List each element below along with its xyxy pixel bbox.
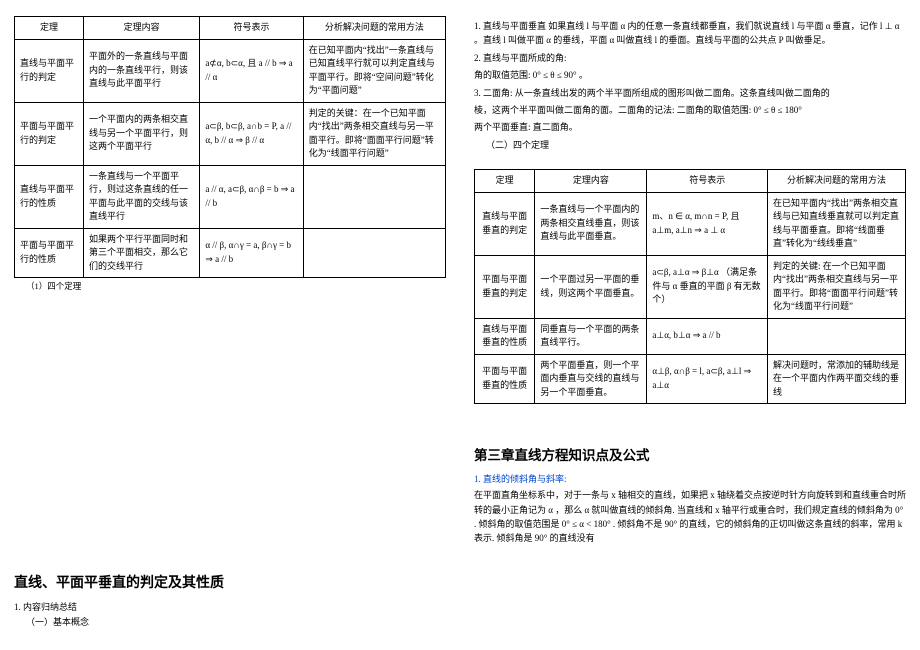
cell [303,228,445,278]
para: （二）四个定理 [474,138,906,152]
th-content: 定理内容 [83,17,199,40]
th-content: 定理内容 [535,170,647,193]
table-parallel-theorems: 定理 定理内容 符号表示 分析解决问题的常用方法 直线与平面平行的判定 平面外的… [14,16,446,278]
spacer [474,155,906,169]
vertical-spacer [14,292,446,552]
para: 2. 直线与平面所成的角: [474,51,906,65]
th-symbol: 符号表示 [200,17,303,40]
vertical-spacer [474,404,906,444]
th-theorem: 定理 [475,170,535,193]
table-row: 平面与平面垂直的判定 一个平面过另一平面的垂线，则这两个平面垂直。 a⊂β, a… [475,255,906,318]
cell: 一条直线与一个平面内的两条相交直线垂直，则该直线与此平面垂直。 [535,192,647,255]
cell: 平面与平面平行的判定 [15,102,84,165]
cell: a⊥α, b⊥α ⇒ a // b [647,318,768,354]
cell: 直线与平面平行的判定 [15,39,84,102]
th-method: 分析解决问题的常用方法 [303,17,445,40]
cell: 在已知平面内“找出”两条相交直线与已知直线垂直就可以判定直线与平面垂直。即将“线… [768,192,906,255]
cell [303,165,445,228]
cell: 同垂直与一个平面的两条直线平行。 [535,318,647,354]
table1-caption: （1）四个定理 [14,278,446,292]
chapter3-subtitle: 1. 直线的倾斜角与斜率: [474,472,906,485]
table-row: 平面与平面垂直的性质 两个平面垂直，则一个平面内垂直与交线的直线与另一个平面垂直… [475,354,906,404]
cell: α⊥β, α∩β = l, a⊂β, a⊥l ⇒ a⊥α [647,354,768,404]
cell: 判定的关键: 在一个已知平面内“找出”两条相交直线与另一平面平行。即将“面面平行… [768,255,906,318]
cell: 解决问题时，常添加的辅助线是在一个平面内作两平面交线的垂线 [768,354,906,404]
cell: 在已知平面内“找出”一条直线与已知直线平行就可以判定直线与平面平行。即将“空间问… [303,39,445,102]
subline-2: （一）基本概念 [14,615,446,628]
cell: 一个平面内的两条相交直线与另一个平面平行，则这两个平面平行 [83,102,199,165]
cell: a⊂β, b⊂β, a∩b = P, a // α, b // α ⇒ β //… [200,102,303,165]
para: 3. 二面角: 从一条直线出发的两个半平面所组成的图形叫做二面角。这条直线叫做二… [474,86,906,100]
table-row: 平面与平面平行的判定 一个平面内的两条相交直线与另一个平面平行，则这两个平面平行… [15,102,446,165]
table-row: 直线与平面垂直的性质 同垂直与一个平面的两条直线平行。 a⊥α, b⊥α ⇒ a… [475,318,906,354]
cell: 如果两个平行平面同时和第三个平面相交，那么它们的交线平行 [83,228,199,278]
table-header-row: 定理 定理内容 符号表示 分析解决问题的常用方法 [475,170,906,193]
cell: 两个平面垂直，则一个平面内垂直与交线的直线与另一个平面垂直。 [535,354,647,404]
left-column: 定理 定理内容 符号表示 分析解决问题的常用方法 直线与平面平行的判定 平面外的… [0,0,460,650]
para: 两个平面垂直: 直二面角。 [474,120,906,134]
cell: 直线与平面平行的性质 [15,165,84,228]
th-method: 分析解决问题的常用方法 [768,170,906,193]
subline-1: 1. 内容归纳总结 [14,600,446,613]
cell: 一条直线与一个平面平行，则过这条直线的任一平面与此平面的交线与该直线平行 [83,165,199,228]
cell: 直线与平面垂直的性质 [475,318,535,354]
cell: α // β, α∩γ = a, β∩γ = b ⇒ a // b [200,228,303,278]
chapter3-title: 第三章直线方程知识点及公式 [474,444,906,464]
table-row: 直线与平面平行的性质 一条直线与一个平面平行，则过这条直线的任一平面与此平面的交… [15,165,446,228]
cell [768,318,906,354]
th-symbol: 符号表示 [647,170,768,193]
table-row: 平面与平面平行的性质 如果两个平行平面同时和第三个平面相交，那么它们的交线平行 … [15,228,446,278]
table-header-row: 定理 定理内容 符号表示 分析解决问题的常用方法 [15,17,446,40]
cell: a⊄α, b⊂α, 且 a // b ⇒ a // α [200,39,303,102]
cell: a⊂β, a⊥α ⇒ β⊥α （满足条件与 α 垂直的平面 β 有无数个） [647,255,768,318]
cell: 直线与平面垂直的判定 [475,192,535,255]
para: 1. 直线与平面垂直 如果直线 l 与平面 α 内的任意一条直线都垂直，我们就说… [474,19,906,48]
cell: m、n ∈ α, m∩n = P, 且 a⊥m, a⊥n ⇒ a ⊥ α [647,192,768,255]
table-row: 直线与平面平行的判定 平面外的一条直线与平面内的一条直线平行，则该直线与此平面平… [15,39,446,102]
para: 棱，这两个半平面叫做二面角的面。二面角的记法: 二面角的取值范围: 0° ≤ θ… [474,103,906,117]
right-column: 1. 直线与平面垂直 如果直线 l 与平面 α 内的任意一条直线都垂直，我们就说… [460,0,920,650]
cell: 平面外的一条直线与平面内的一条直线平行，则该直线与此平面平行 [83,39,199,102]
cell: 一个平面过另一平面的垂线，则这两个平面垂直。 [535,255,647,318]
th-theorem: 定理 [15,17,84,40]
section-perpendicular-title: 直线、平面平垂直的判定及其性质 [14,572,446,592]
table-row: 直线与平面垂直的判定 一条直线与一个平面内的两条相交直线垂直，则该直线与此平面垂… [475,192,906,255]
chapter3-para: 在平面直角坐标系中，对于一条与 x 轴相交的直线，如果把 x 轴绕着交点按逆时针… [474,488,906,546]
cell: a // α, a⊂β, α∩β = b ⇒ a // b [200,165,303,228]
cell: 平面与平面垂直的性质 [475,354,535,404]
para: 角的取值范围: 0° ≤ θ ≤ 90° 。 [474,68,906,82]
cell: 判定的关键：在一个已知平面内“找出”两条相交直线与另一平面平行。即将“面面平行问… [303,102,445,165]
cell: 平面与平面平行的性质 [15,228,84,278]
table-perpendicular-theorems: 定理 定理内容 符号表示 分析解决问题的常用方法 直线与平面垂直的判定 一条直线… [474,169,906,404]
cell: 平面与平面垂直的判定 [475,255,535,318]
